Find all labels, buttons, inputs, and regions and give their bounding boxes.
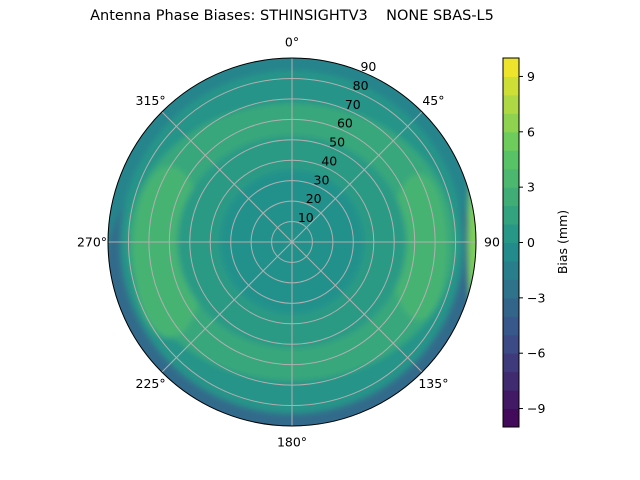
colorbar-level: [503, 297, 519, 317]
theta-tick-label: 270°: [77, 235, 107, 250]
colorbar-level: [503, 316, 519, 336]
colorbar-level: [503, 76, 519, 96]
colorbar-level: [503, 187, 519, 207]
r-tick-label: 20: [306, 191, 322, 206]
theta-tick-label: 90: [484, 235, 500, 250]
r-tick-label: 30: [314, 172, 330, 187]
chart-title: Antenna Phase Biases: STHINSIGHTV3 NONE …: [90, 8, 494, 24]
r-tick-label: 70: [345, 97, 361, 112]
colorbar: −9 −6 −3 0 3 6 9: [502, 57, 545, 428]
colorbar-tick-label: −6: [527, 346, 545, 361]
colorbar-tick-label: 9: [527, 69, 535, 84]
theta-gridline: [291, 111, 423, 243]
colorbar-level: [503, 131, 519, 151]
colorbar-level: [503, 150, 519, 170]
colorbar-level: [503, 242, 519, 262]
theta-tick-label: 135°: [418, 376, 448, 391]
theta-tick-label: 0°: [285, 35, 299, 50]
colorbar-level: [503, 94, 519, 114]
contour-field: [108, 58, 476, 426]
r-tick-label: 50: [329, 135, 345, 150]
contour-lobe-east: [390, 173, 448, 321]
r-tick-label: 90: [360, 59, 376, 74]
r-tick-label: 10: [298, 210, 314, 225]
theta-tick-label: 315°: [136, 93, 166, 108]
colorbar-level: [503, 334, 519, 354]
colorbar-level: [503, 371, 519, 391]
polar-grid: [108, 58, 476, 426]
colorbar-level: [503, 113, 519, 133]
polar-frame: [107, 57, 477, 427]
colorbar-level: [503, 58, 519, 77]
colorbar-tick-label: 0: [527, 235, 535, 250]
colorbar-tick-label: −9: [527, 401, 545, 416]
colorbar-level: [503, 408, 519, 428]
colorbar-level: [503, 205, 519, 225]
colorbar-level: [503, 224, 519, 243]
colorbar-tick-label: 6: [527, 124, 535, 139]
r-tick-label: 40: [321, 153, 337, 168]
r-tick-label: 80: [353, 78, 369, 93]
colorbar-tick-label: −3: [527, 290, 545, 305]
colorbar-tick-label: 3: [527, 180, 535, 195]
theta-gridline: [161, 241, 293, 373]
theta-gridline: [291, 241, 423, 373]
colorbar-level: [503, 260, 519, 280]
theta-tick-label: 180°: [277, 435, 307, 450]
colorbar-level: [503, 168, 519, 188]
colorbar-level: [503, 390, 519, 410]
colorbar-level: [503, 279, 519, 299]
theta-tick-label: 45°: [422, 93, 444, 108]
theta-gridline: [161, 111, 293, 243]
colorbar-level: [503, 353, 519, 373]
theta-tick-label: 225°: [136, 376, 166, 391]
colorbar-label: Bias (mm): [555, 210, 570, 274]
r-tick-label: 60: [337, 116, 353, 131]
